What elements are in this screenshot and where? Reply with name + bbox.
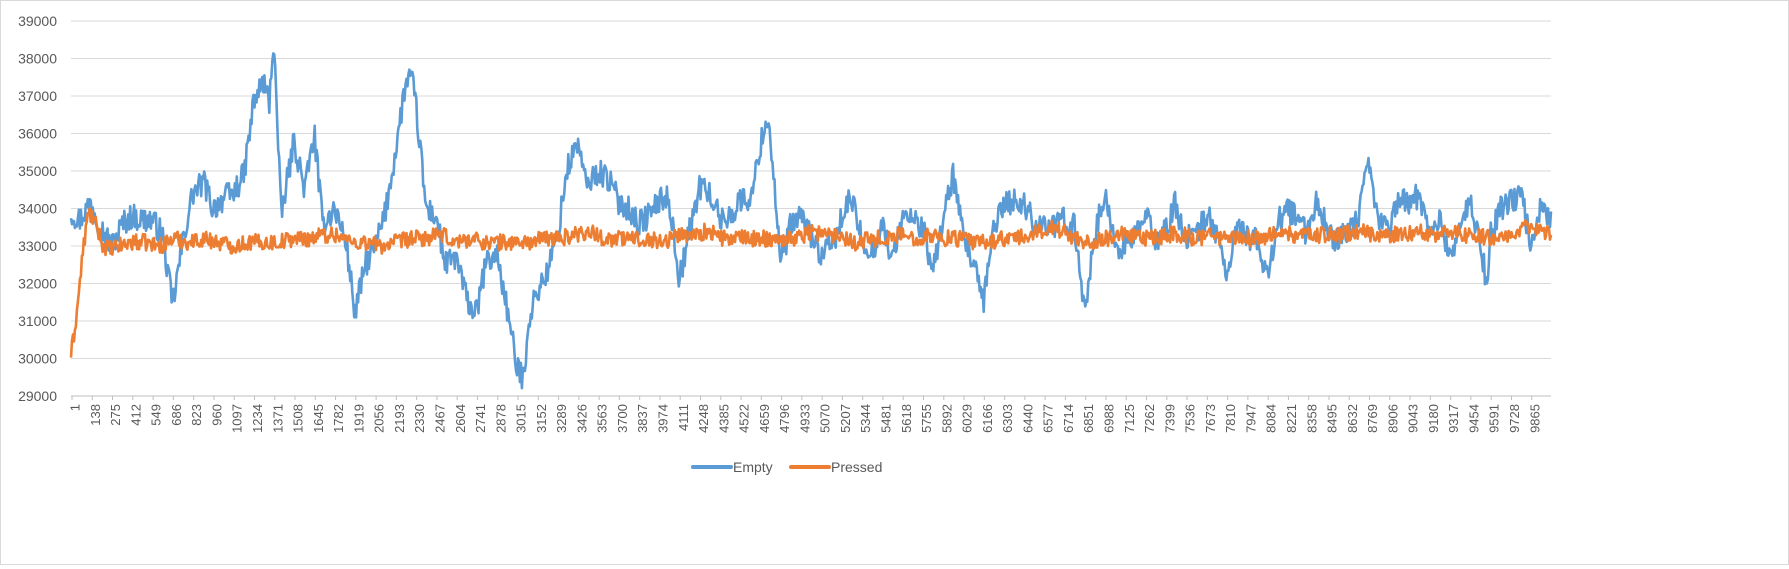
y-tick-label: 38000 [18,51,57,67]
x-tick-label: 3837 [635,404,650,433]
series-lines [69,52,1553,390]
x-tick-label: 5481 [879,404,894,433]
y-tick-label: 37000 [18,88,57,104]
x-tick-label: 2056 [372,404,387,433]
x-tick-label: 6303 [1000,404,1015,433]
x-tick-label: 6166 [980,404,995,433]
x-tick-label: 6440 [1020,404,1035,433]
x-tick-label: 1508 [291,404,306,433]
x-tick-label: 5892 [939,404,954,433]
x-tick-label: 8769 [1365,404,1380,433]
x-tick-label: 2604 [453,404,468,433]
legend-label: Pressed [831,459,882,475]
x-tick-label: 5070 [818,404,833,433]
x-tick-label: 8632 [1345,404,1360,433]
x-tick-label: 8906 [1385,404,1400,433]
legend-label: Empty [733,459,773,475]
x-tick-label: 7399 [1162,404,1177,433]
y-tick-label: 30000 [18,351,57,367]
y-tick-label: 29000 [18,388,57,404]
x-tick-label: 7125 [1122,404,1137,433]
y-tick-label: 34000 [18,201,57,217]
x-tick-label: 5618 [899,404,914,433]
x-tick-label: 412 [128,404,143,426]
x-tick-label: 3289 [554,404,569,433]
x-tick-label: 4659 [757,404,772,433]
x-tick-label: 4111 [676,404,691,431]
x-tick-label: 1919 [351,404,366,433]
x-tick-label: 1782 [331,404,346,433]
x-tick-label: 7536 [1183,404,1198,433]
x-tick-label: 2741 [473,404,488,433]
x-tick-label: 4796 [777,404,792,433]
x-tick-label: 8495 [1325,404,1340,433]
x-tick-label: 1097 [230,404,245,433]
y-tick-label: 35000 [18,163,57,179]
x-tick-label: 686 [169,404,184,426]
x-tick-label: 4248 [696,404,711,433]
x-tick-label: 9728 [1507,404,1522,433]
x-tick-label: 6714 [1061,404,1076,433]
x-tick-label: 9317 [1446,404,1461,433]
x-tick-label: 138 [88,404,103,426]
y-tick-label: 39000 [18,13,57,29]
x-tick-label: 9591 [1487,404,1502,433]
series-line-empty [69,52,1553,390]
x-tick-label: 823 [189,404,204,426]
x-tick-label: 3700 [615,404,630,433]
x-tick-label: 2330 [412,404,427,433]
x-tick-label: 275 [108,404,123,426]
x-tick-label: 2193 [392,404,407,433]
x-tick-label: 7810 [1223,404,1238,433]
x-tick-label: 5755 [919,404,934,433]
x-tick-label: 6988 [1102,404,1117,433]
x-tick-label: 6029 [960,404,975,433]
legend: Empty Pressed [691,459,882,475]
x-tick-label: 549 [149,404,164,426]
x-tick-label: 8084 [1264,404,1279,433]
x-tick-label: 3563 [595,404,610,433]
y-tick-label: 36000 [18,126,57,142]
series-line-pressed [69,207,1553,358]
gridlines [71,20,1551,397]
x-tick-label: 9454 [1466,404,1481,433]
y-tick-label: 33000 [18,238,57,254]
x-tick-label: 960 [209,404,224,426]
x-tick-label: 9865 [1527,404,1542,433]
x-tick-label: 7262 [1142,404,1157,433]
x-tick-label: 1645 [311,404,326,433]
x-tick-label: 7673 [1203,404,1218,433]
x-tick-label: 9180 [1426,404,1441,433]
x-tick-label: 9043 [1406,404,1421,433]
x-tick-label: 1371 [270,404,285,433]
x-tick-label: 2878 [493,404,508,433]
x-tick-label: 5344 [858,404,873,433]
x-tick-label: 8221 [1284,404,1299,433]
x-tick-label: 1234 [250,404,265,433]
axes: 29000 30000 31000 32000 33000 34000 35000 36000… [18,13,1551,433]
legend-item-empty: Empty [691,459,773,475]
y-tick-label: 31000 [18,313,57,329]
x-tick-label: 6851 [1081,404,1096,433]
x-tick-label: 5207 [838,404,853,433]
x-tick-label: 8358 [1304,404,1319,433]
y-tick-label: 32000 [18,276,57,292]
x-tick-label: 3015 [514,404,529,433]
x-tick-label: 2467 [432,404,447,433]
legend-item-pressed: Pressed [789,459,882,475]
x-tick-label: 4933 [797,404,812,433]
x-tick-label: 3974 [655,404,670,433]
x-tick-label: 1 [68,404,83,411]
x-tick-label: 6577 [1041,404,1056,433]
x-tick-label: 4522 [737,404,752,433]
x-tick-label: 3426 [574,404,589,433]
x-tick-label: 7947 [1243,404,1258,433]
x-tick-label: 4385 [716,404,731,433]
x-tick-label: 3152 [534,404,549,433]
